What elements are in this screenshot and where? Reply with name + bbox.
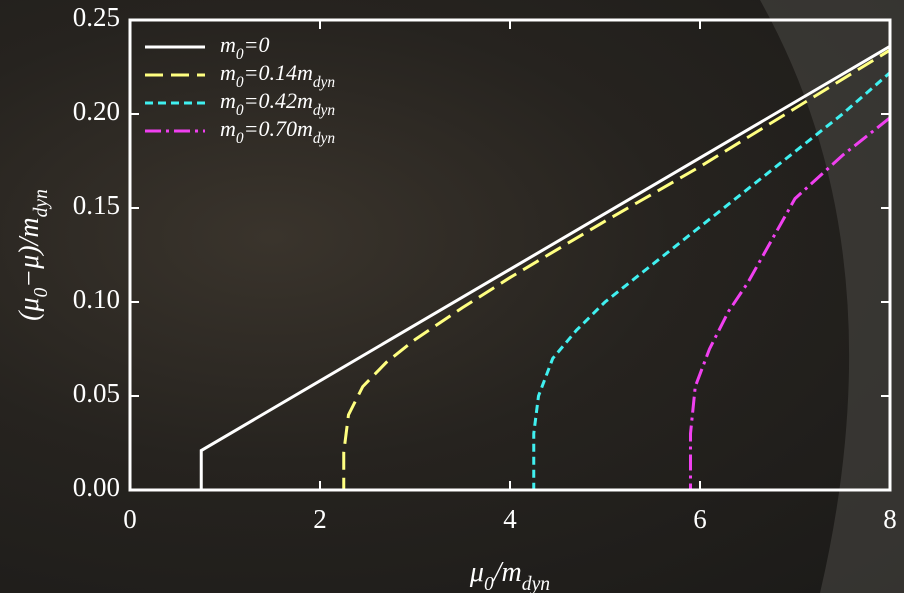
- text-part: (μ: [14, 297, 45, 320]
- text-part: m: [220, 88, 236, 113]
- text-part: μ: [469, 557, 484, 588]
- text-part: =0.42m: [244, 88, 313, 113]
- legend-label: m0=0.42mdyn: [220, 88, 335, 119]
- background: 024680.000.050.100.150.200.25m0=0m0=0.14…: [0, 0, 904, 593]
- x-tick-label: 4: [503, 504, 517, 534]
- subscript: dyn: [31, 189, 52, 217]
- x-tick-label: 0: [123, 504, 137, 534]
- x-tick-label: 2: [313, 504, 327, 534]
- text-part: m: [220, 32, 236, 57]
- y-tick-label: 0.00: [73, 472, 120, 502]
- text-part: m: [220, 60, 236, 85]
- x-axis-label: μ0/mdyn: [469, 557, 550, 593]
- x-tick-label: 8: [883, 504, 897, 534]
- text-part: m: [220, 116, 236, 141]
- series-line: [130, 118, 890, 490]
- subscript: 0: [31, 287, 52, 297]
- text-part: =0: [244, 32, 270, 57]
- y-tick-label: 0.15: [73, 190, 120, 220]
- y-tick-label: 0.20: [73, 96, 120, 126]
- legend-label: m0=0.14mdyn: [220, 60, 335, 91]
- text-part: −μ)/m: [14, 217, 45, 287]
- y-tick-label: 0.10: [73, 284, 120, 314]
- y-tick-label: 0.05: [73, 378, 120, 408]
- subscript: dyn: [313, 74, 336, 91]
- y-tick-label: 0.25: [73, 2, 120, 32]
- x-tick-label: 6: [693, 504, 707, 534]
- subscript: 0: [484, 574, 494, 593]
- legend-label: m0=0.70mdyn: [220, 116, 335, 147]
- text-part: =0.14m: [244, 60, 313, 85]
- subscript: dyn: [313, 102, 336, 119]
- text-part: =0.70m: [244, 116, 313, 141]
- subscript: dyn: [313, 130, 336, 147]
- subscript: dyn: [522, 574, 550, 593]
- chart: 024680.000.050.100.150.200.25m0=0m0=0.14…: [0, 0, 904, 593]
- legend-label: m0=0: [220, 32, 269, 63]
- text-part: /m: [492, 557, 522, 588]
- y-axis-label: (μ0−μ)/mdyn: [14, 189, 52, 321]
